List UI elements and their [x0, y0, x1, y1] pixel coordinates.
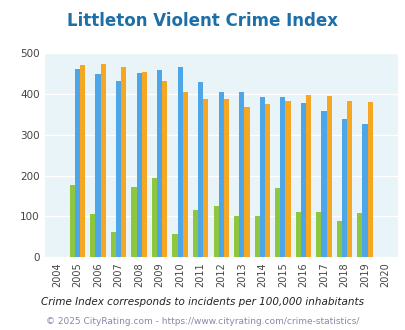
Bar: [116, 82, 121, 257]
Bar: [151, 179, 157, 257]
Bar: [80, 65, 85, 257]
Bar: [218, 92, 223, 257]
Bar: [295, 213, 300, 257]
Bar: [223, 99, 228, 257]
Bar: [315, 213, 321, 257]
Text: Littleton Violent Crime Index: Littleton Violent Crime Index: [67, 12, 338, 30]
Bar: [131, 187, 136, 257]
Bar: [157, 70, 162, 257]
Bar: [70, 185, 75, 257]
Text: © 2025 CityRating.com - https://www.cityrating.com/crime-statistics/: © 2025 CityRating.com - https://www.city…: [46, 317, 359, 326]
Bar: [213, 206, 218, 257]
Bar: [244, 107, 249, 257]
Bar: [182, 92, 188, 257]
Bar: [192, 210, 198, 257]
Bar: [100, 64, 105, 257]
Bar: [356, 213, 362, 257]
Bar: [162, 81, 167, 257]
Bar: [341, 119, 346, 257]
Bar: [203, 99, 208, 257]
Bar: [367, 102, 372, 257]
Bar: [259, 97, 264, 257]
Bar: [172, 234, 177, 257]
Bar: [234, 216, 239, 257]
Bar: [362, 124, 367, 257]
Text: Crime Index corresponds to incidents per 100,000 inhabitants: Crime Index corresponds to incidents per…: [41, 297, 364, 307]
Bar: [75, 69, 80, 257]
Bar: [326, 96, 331, 257]
Bar: [177, 67, 182, 257]
Bar: [300, 103, 305, 257]
Bar: [275, 188, 279, 257]
Bar: [264, 104, 269, 257]
Bar: [321, 111, 326, 257]
Bar: [336, 220, 341, 257]
Bar: [305, 95, 310, 257]
Bar: [346, 102, 351, 257]
Bar: [121, 67, 126, 257]
Bar: [198, 82, 203, 257]
Bar: [279, 97, 285, 257]
Bar: [239, 92, 244, 257]
Bar: [285, 101, 290, 257]
Bar: [141, 72, 147, 257]
Bar: [136, 73, 141, 257]
Bar: [95, 74, 100, 257]
Bar: [254, 216, 259, 257]
Bar: [111, 232, 116, 257]
Bar: [90, 214, 95, 257]
